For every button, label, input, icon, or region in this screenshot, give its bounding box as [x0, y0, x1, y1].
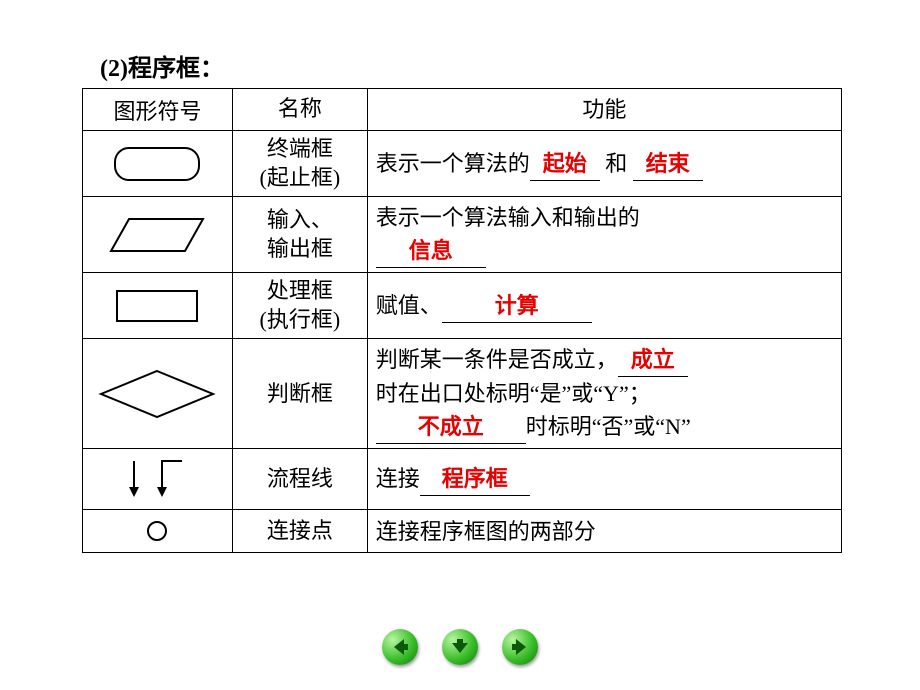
symbol-process	[83, 273, 233, 339]
name-connector: 连接点	[232, 510, 367, 553]
name-io-l2: 输出框	[267, 236, 333, 261]
arrow-right-icon	[510, 637, 530, 657]
func-decision: 判断某一条件是否成立，成立 时在出口处标明“是”或“Y”； 不成立时标明“否”或…	[367, 339, 841, 449]
row-flowline: 流程线 连接程序框	[83, 449, 842, 510]
func-terminal-pre: 表示一个算法的	[376, 151, 530, 176]
func-process: 赋值、计算	[367, 273, 841, 339]
name-io: 输入、 输出框	[232, 197, 367, 273]
symbol-decision	[83, 339, 233, 449]
symbol-connector	[83, 510, 233, 553]
func-terminal-mid: 和	[600, 151, 628, 176]
circle-shape-icon	[142, 518, 172, 544]
next-button[interactable]	[502, 629, 538, 665]
symbol-io	[83, 197, 233, 273]
parallelogram-shape-icon	[107, 214, 207, 256]
header-name: 名称	[232, 89, 367, 131]
rectangle-shape-icon	[112, 286, 202, 326]
row-terminal: 终端框 (起止框) 表示一个算法的起始 和 结束	[83, 131, 842, 197]
name-process: 处理框 (执行框)	[232, 273, 367, 339]
symbol-terminal	[83, 131, 233, 197]
name-io-l1: 输入、	[267, 207, 333, 232]
func-flowline: 连接程序框	[367, 449, 841, 510]
diamond-shape-icon	[97, 367, 217, 421]
down-button[interactable]	[442, 629, 478, 665]
blank-decision-2: 不成立	[376, 410, 526, 444]
name-decision: 判断框	[232, 339, 367, 449]
func-process-pre: 赋值、	[376, 293, 442, 318]
func-decision-l2: 时在出口处标明“是”或“Y”；	[376, 381, 651, 406]
prev-button[interactable]	[382, 629, 418, 665]
name-terminal-l1: 终端框	[267, 136, 333, 161]
blank-process: 计算	[442, 289, 592, 323]
arrow-down-icon	[450, 637, 470, 657]
terminal-shape-icon	[112, 145, 202, 183]
func-decision-l1pre: 判断某一条件是否成立，	[376, 347, 618, 372]
header-func: 功能	[367, 89, 841, 131]
arrow-left-icon	[390, 637, 410, 657]
func-flowline-pre: 连接	[376, 466, 420, 491]
func-terminal: 表示一个算法的起始 和 结束	[367, 131, 841, 197]
page-title: (2)程序框：	[100, 48, 224, 83]
func-connector: 连接程序框图的两部分	[367, 510, 841, 553]
flowchart-symbols-table: 图形符号 名称 功能 终端框 (起止框) 表示一个算法的起始 和 结束 输入、 …	[82, 88, 842, 553]
name-process-l2: (执行框)	[260, 307, 341, 332]
symbol-flowline	[83, 449, 233, 510]
blank-terminal-2: 结束	[633, 147, 703, 181]
row-io: 输入、 输出框 表示一个算法输入和输出的 信息	[83, 197, 842, 273]
blank-terminal-1: 起始	[530, 147, 600, 181]
table-header-row: 图形符号 名称 功能	[83, 89, 842, 131]
blank-io: 信息	[376, 234, 486, 268]
flowline-shape-icon	[112, 457, 202, 501]
blank-decision-1: 成立	[618, 343, 688, 377]
name-terminal-l2: (起止框)	[260, 165, 341, 190]
blank-flowline: 程序框	[420, 462, 530, 496]
row-process: 处理框 (执行框) 赋值、计算	[83, 273, 842, 339]
nav-buttons	[0, 629, 920, 670]
name-process-l1: 处理框	[267, 278, 333, 303]
row-decision: 判断框 判断某一条件是否成立，成立 时在出口处标明“是”或“Y”； 不成立时标明…	[83, 339, 842, 449]
func-decision-l3post: 时标明“否”或“N”	[526, 414, 691, 439]
name-flowline: 流程线	[232, 449, 367, 510]
func-io: 表示一个算法输入和输出的 信息	[367, 197, 841, 273]
header-symbol: 图形符号	[83, 89, 233, 131]
func-io-l1: 表示一个算法输入和输出的	[376, 205, 640, 230]
name-terminal: 终端框 (起止框)	[232, 131, 367, 197]
row-connector: 连接点 连接程序框图的两部分	[83, 510, 842, 553]
